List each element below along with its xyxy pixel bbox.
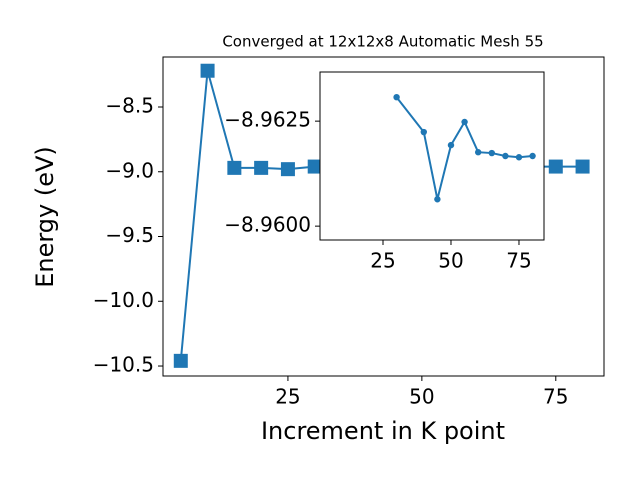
y-tick-label: −8.9600	[224, 213, 311, 237]
marker	[307, 159, 322, 174]
marker	[488, 149, 495, 157]
y-tick-label: −8.5	[105, 93, 154, 117]
x-tick-label: 50	[409, 385, 434, 409]
y-tick-label: −10.0	[93, 288, 154, 312]
y-tick-label: −10.5	[93, 353, 154, 377]
marker	[529, 152, 536, 160]
y-tick-label: −9.0	[105, 158, 154, 182]
axes-frame	[162, 56, 605, 377]
plot-area	[393, 94, 536, 203]
series-line	[395, 96, 533, 200]
y-tick-label: −8.9625	[224, 108, 311, 132]
marker	[173, 353, 188, 368]
marker	[548, 159, 563, 174]
x-tick-label: 25	[275, 385, 300, 409]
marker	[254, 160, 269, 175]
marker	[461, 118, 468, 126]
x-tick-label: 75	[543, 385, 568, 409]
x-axis-label: Increment in K point	[261, 417, 505, 445]
marker	[502, 152, 509, 160]
marker	[434, 196, 441, 203]
marker	[393, 94, 400, 101]
marker	[227, 160, 242, 175]
y-tick-label: −9.5	[105, 223, 154, 247]
x-tick-label: 25	[370, 249, 395, 273]
marker	[280, 162, 295, 177]
marker	[575, 159, 590, 174]
x-tick-label: 75	[506, 249, 531, 273]
x-tick-label: 50	[438, 249, 463, 273]
axes-frame	[319, 71, 545, 241]
chart-title: Converged at 12x12x8 Automatic Mesh 55	[222, 33, 543, 51]
marker	[420, 128, 427, 136]
y-axis-label: Energy (eV)	[31, 146, 59, 288]
marker	[200, 63, 215, 78]
marker	[474, 149, 482, 156]
marker	[447, 141, 455, 149]
marker	[515, 154, 523, 161]
